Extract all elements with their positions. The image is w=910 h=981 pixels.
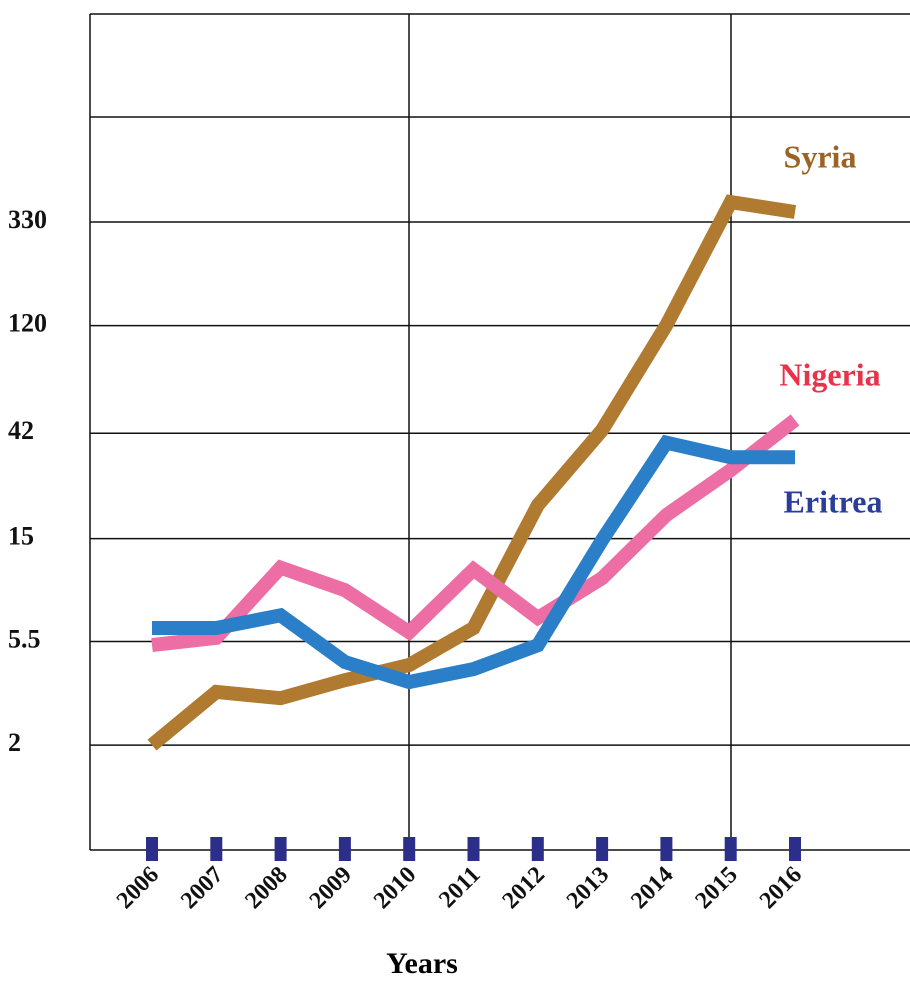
series-label: Syria [784,138,857,174]
x-tick-mark [724,837,737,861]
y-tick-label: 42 [8,416,34,445]
x-tick-mark [596,837,609,861]
x-tick-mark [338,837,351,861]
y-tick-label: 120 [8,309,47,338]
x-tick-label: 2006 [112,862,164,914]
series-label: Nigeria [779,356,880,392]
x-tick-label: 2009 [305,862,357,914]
x-tick-label: 2013 [562,862,614,914]
series-line [147,194,797,751]
series-label: Eritrea [784,483,883,519]
x-tick-mark [274,837,287,861]
x-tick-mark [660,837,673,861]
x-tick-mark [146,837,158,861]
x-tick-label: 2007 [176,862,228,914]
y-tick-label: 330 [8,205,47,234]
x-tick-mark [789,837,801,861]
x-tick-label: 2008 [240,862,292,914]
series-line [152,434,795,690]
x-axis-label: Years [386,947,458,980]
y-tick-label: 5.5 [8,624,41,653]
x-tick-label: 2015 [691,862,743,914]
x-tick-label: 2011 [434,862,485,913]
x-tick-mark [531,837,544,861]
y-tick-label: 2 [8,728,21,757]
x-tick-label: 2010 [369,862,421,914]
x-tick-label: 2014 [626,862,678,914]
x-tick-mark [467,837,480,861]
series-line [151,414,800,652]
x-tick-label: 2012 [498,862,550,914]
y-tick-label: 15 [8,522,34,551]
x-tick-label: 2016 [755,862,807,914]
x-tick-mark [403,837,416,861]
x-tick-mark [210,837,223,861]
